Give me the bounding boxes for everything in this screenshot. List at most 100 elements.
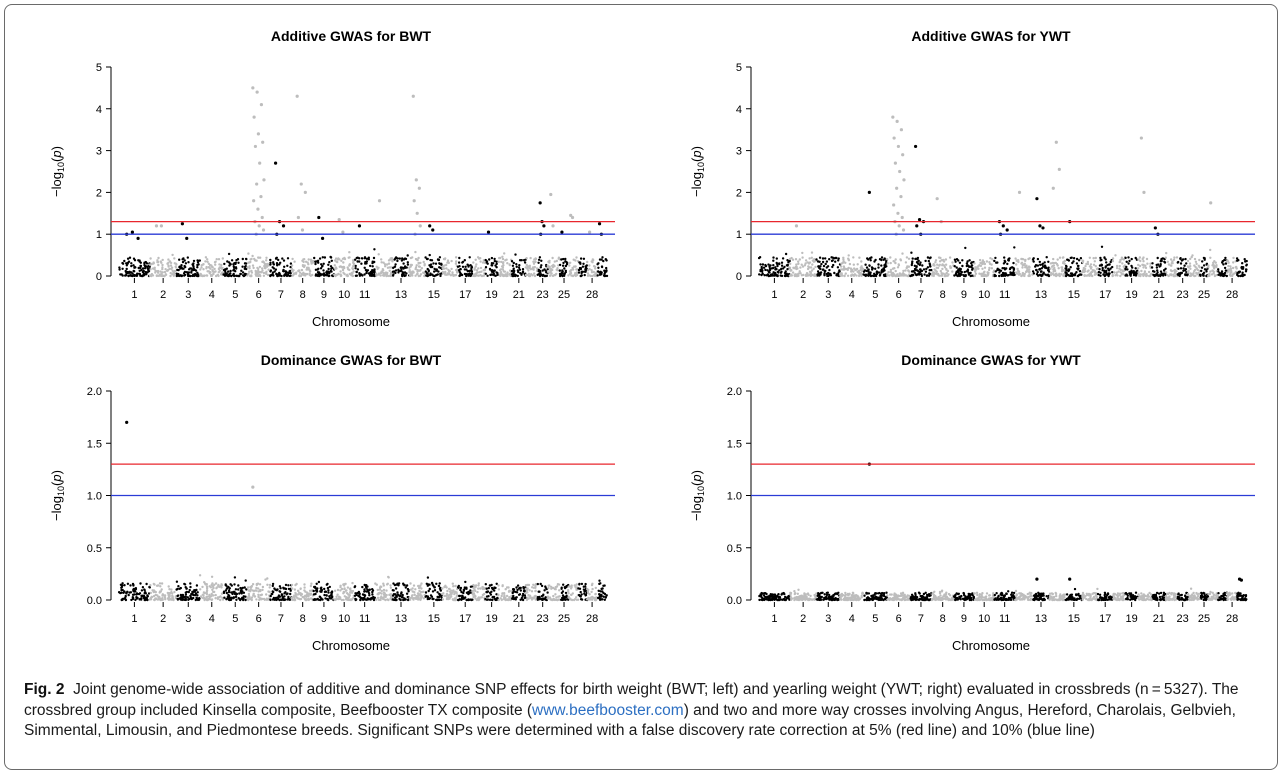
chromosome-21-points xyxy=(511,584,527,602)
snp-peak-point xyxy=(180,222,184,226)
chromosome-15-points xyxy=(424,576,444,602)
snp-peak-point xyxy=(895,119,899,123)
chromosome-13-points xyxy=(391,254,411,278)
chromosome-25-points xyxy=(560,583,570,602)
figure-caption: Fig. 2 Joint genome-wide association of … xyxy=(24,680,1276,742)
snp-peak-point xyxy=(1017,190,1022,194)
snp-peak-point xyxy=(892,136,896,140)
chromosome-17-points xyxy=(456,256,474,278)
x-axis-label: Chromosome xyxy=(952,314,1030,329)
chromosome-5-points xyxy=(222,252,248,278)
x-tick-label: 19 xyxy=(486,289,498,301)
x-tick-label: 1 xyxy=(131,289,137,301)
x-axis-label: Chromosome xyxy=(312,314,390,329)
chromosome-10-points xyxy=(973,591,995,602)
plot-dominance-ywt: Dominance GWAS for YWT 0.0 0.5 1.0 1.5 2.0 −lo… xyxy=(689,352,1255,653)
x-tick-label: 6 xyxy=(256,613,262,625)
x-tick-label: 17 xyxy=(1099,613,1111,625)
y-tick-label: 0.0 xyxy=(87,595,102,607)
snp-peak-point xyxy=(357,224,362,228)
snp-peak-point xyxy=(252,115,256,119)
x-tick-label: 2 xyxy=(160,613,166,625)
chromosome-9-points xyxy=(953,246,975,278)
chromosome-19-points xyxy=(484,256,500,277)
chromosome-8-points xyxy=(290,257,315,278)
chromosome-21-points xyxy=(510,253,527,278)
snp-peak-point xyxy=(794,224,799,228)
x-tick-label: 28 xyxy=(586,613,598,625)
snp-peak-point xyxy=(261,228,266,232)
x-tick-label: 3 xyxy=(825,613,831,625)
x-tick-label: 2 xyxy=(800,289,806,301)
snp-peak-point xyxy=(300,228,305,232)
chromosome-14-points xyxy=(1049,256,1067,278)
y-tick-label: 1.5 xyxy=(727,438,742,450)
x-tick-label: 21 xyxy=(513,613,525,625)
chromosome-5-points xyxy=(222,576,248,602)
x-tick-label: 8 xyxy=(940,613,946,625)
chromosome-5-points xyxy=(863,591,889,602)
chromosome-25-points xyxy=(1199,591,1210,602)
snp-peak-point xyxy=(341,230,345,234)
chromosome-7-points xyxy=(909,251,933,278)
snp-peak-point xyxy=(1057,167,1061,172)
chromosome-29-points xyxy=(596,256,609,278)
x-tick-label: 1 xyxy=(771,289,777,301)
chromosome-3-points xyxy=(175,256,202,278)
x-tick-label: 13 xyxy=(1035,613,1047,625)
snp-peak-point xyxy=(893,161,897,165)
x-tick-label: 5 xyxy=(872,613,878,625)
y-tick-label: 3 xyxy=(96,146,102,158)
y-tick-label: 2.0 xyxy=(727,386,742,398)
x-tick-label: 21 xyxy=(1153,289,1165,301)
snp-peak-point xyxy=(252,199,256,203)
chromosome-4-points xyxy=(198,574,225,602)
x-tick-label: 11 xyxy=(359,613,370,625)
chromosome-4-points xyxy=(199,256,225,278)
snp-peak-point xyxy=(1153,226,1157,230)
beefbooster-link[interactable]: www.beefbooster.com xyxy=(532,701,684,719)
chromosome-26-points xyxy=(1207,248,1219,278)
x-tick-label: 9 xyxy=(961,289,967,301)
snp-peak-point xyxy=(588,230,592,234)
snp-peak-point xyxy=(1068,577,1072,581)
chromosome-13-points xyxy=(1032,591,1051,602)
chromosome-3-points xyxy=(815,591,842,602)
chromosome-25-points xyxy=(1198,256,1210,278)
chromosome-23-points xyxy=(536,582,549,602)
snp-peak-point xyxy=(251,485,255,489)
x-tick-label: 10 xyxy=(978,613,990,625)
x-tick-label: 17 xyxy=(459,289,471,301)
chart-title: Additive GWAS for YWT xyxy=(911,28,1071,44)
chromosome-26-points xyxy=(567,583,580,602)
snp-peak-point xyxy=(253,144,257,149)
snp-peak-point xyxy=(1041,226,1045,230)
snp-points xyxy=(117,574,608,602)
chromosome-18-points xyxy=(1112,591,1127,602)
snp-peak-point xyxy=(897,224,901,228)
x-tick-label: 23 xyxy=(537,613,549,625)
x-tick-label: 5 xyxy=(872,289,878,301)
chromosome-6-points xyxy=(886,591,912,602)
chromosome-29-points xyxy=(596,579,608,601)
chromosome-19-points xyxy=(1124,591,1139,602)
snp-peak-point xyxy=(549,192,553,197)
chromosome-3-points xyxy=(815,256,842,278)
snp-peak-point xyxy=(898,169,902,174)
snp-peak-point xyxy=(867,190,871,194)
x-tick-label: 5 xyxy=(232,289,238,301)
x-tick-label: 10 xyxy=(978,289,990,301)
snp-peak-point xyxy=(542,224,546,228)
snp-peak-point xyxy=(130,230,134,234)
chromosome-15-points xyxy=(1064,256,1084,278)
chromosome-11-points xyxy=(353,583,377,602)
x-tick-label: 21 xyxy=(513,289,525,301)
chromosome-11-points xyxy=(993,246,1016,278)
chromosome-8-points xyxy=(930,256,955,278)
snp-peak-point xyxy=(902,178,906,182)
snp-points xyxy=(758,587,1248,602)
plot-dominance-bwt: Dominance GWAS for BWT 0.0 0.5 1.0 1.5 2.0 −lo… xyxy=(49,352,615,653)
x-tick-label: 3 xyxy=(185,289,191,301)
y-tick-label: 5 xyxy=(96,62,102,74)
